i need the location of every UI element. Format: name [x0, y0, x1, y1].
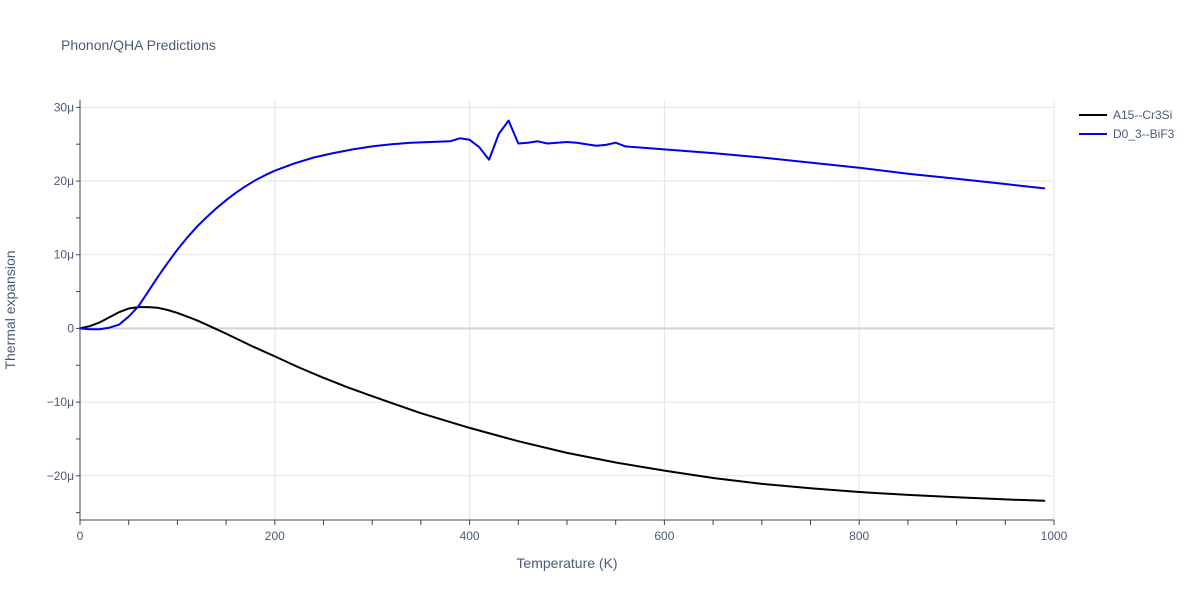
x-tick-label: 200 [265, 529, 285, 543]
legend-item[interactable]: D0_3--BiF3 [1079, 127, 1175, 141]
axes: 0 200 400 600 800 1000 −20μ −10μ 0 10μ 20μ 30μ [47, 100, 1068, 543]
series-line-a15-cr3si[interactable] [79, 306, 1046, 502]
legend-label: D0_3--BiF3 [1113, 127, 1175, 141]
y-tick-label: 0 [67, 321, 74, 335]
x-axis-title: Temperature (K) [516, 555, 617, 571]
grid [80, 100, 1055, 520]
legend-item[interactable]: A15--Cr3Si [1079, 108, 1172, 122]
x-tick-label: 400 [460, 529, 480, 543]
y-tick-label: −10μ [47, 395, 74, 409]
legend-label: A15--Cr3Si [1113, 108, 1172, 122]
x-tick-label: 1000 [1041, 529, 1068, 543]
x-tick-label: 800 [849, 529, 869, 543]
y-tick-label: 30μ [54, 100, 74, 114]
y-tick-label: 10μ [54, 248, 74, 262]
x-tick-label: 0 [77, 529, 84, 543]
y-tick-label: −20μ [47, 469, 74, 483]
legend[interactable]: A15--Cr3Si D0_3--BiF3 [1079, 108, 1175, 141]
y-axis-title: Thermal expansion [2, 250, 18, 369]
x-tick-label: 600 [654, 529, 674, 543]
series-lines [79, 119, 1046, 502]
chart-title: Phonon/QHA Predictions [61, 37, 216, 53]
series-line-d0-3-bif3[interactable] [79, 119, 1046, 331]
y-tick-label: 20μ [54, 174, 74, 188]
